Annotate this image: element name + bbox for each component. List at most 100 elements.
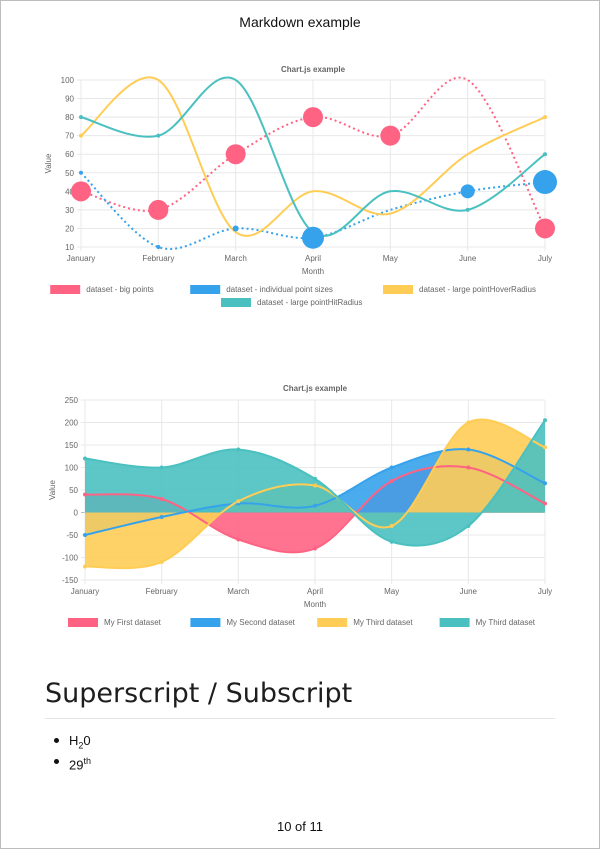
data-point — [156, 133, 161, 138]
list-item-subscript: 2 — [78, 740, 84, 751]
y-tick-label: -100 — [62, 554, 79, 563]
data-point — [460, 184, 475, 199]
data-point — [533, 170, 557, 195]
y-axis-label: Value — [44, 153, 53, 173]
x-axis-label: Month — [304, 600, 326, 609]
data-point — [313, 546, 317, 551]
y-tick-label: 200 — [65, 419, 79, 428]
data-point — [156, 245, 161, 249]
data-point — [380, 125, 401, 146]
x-tick-label: April — [305, 254, 321, 263]
y-tick-label: 150 — [65, 441, 79, 450]
data-point — [159, 560, 164, 564]
data-point — [83, 533, 87, 537]
chart-title: Chart.js example — [283, 384, 348, 393]
page-number: 10 of 11 — [276, 819, 324, 834]
data-point — [148, 199, 169, 220]
legend-label: dataset - large pointHitRadius — [257, 298, 362, 307]
y-tick-label: 250 — [65, 396, 79, 405]
list-item: H20 — [52, 730, 91, 751]
data-point — [535, 218, 555, 239]
legend-swatch — [68, 618, 98, 627]
legend-swatch — [221, 298, 251, 307]
data-point — [83, 456, 87, 461]
y-tick-label: 0 — [74, 509, 79, 518]
x-tick-label: July — [538, 587, 552, 596]
data-point — [83, 564, 87, 569]
data-point — [159, 497, 164, 501]
y-axis-label: Value — [48, 480, 57, 500]
list-item-tail: 0 — [83, 733, 91, 748]
x-tick-label: June — [460, 587, 478, 596]
data-point — [543, 481, 547, 486]
x-tick-label: January — [67, 254, 95, 263]
data-point — [466, 465, 471, 470]
data-point — [236, 447, 241, 452]
y-tick-label: 10 — [65, 243, 74, 252]
data-point — [159, 515, 164, 519]
y-tick-label: 50 — [65, 169, 74, 178]
y-tick-label: 100 — [65, 464, 79, 473]
list-item-superscript: th — [83, 756, 91, 766]
area-chart: Chart.js example -150 -100 -50 0 50 100 150 200 2… — [48, 384, 552, 627]
y-tick-label: 50 — [69, 486, 78, 495]
legend-swatch — [439, 618, 470, 627]
x-tick-label: May — [384, 587, 399, 596]
legend-label: My Second dataset — [226, 618, 295, 627]
x-tick-label: March — [225, 254, 247, 263]
data-point — [79, 170, 83, 175]
legend-swatch — [50, 285, 81, 294]
data-point — [543, 418, 547, 423]
y-tick-label: 30 — [65, 206, 74, 215]
data-point — [543, 501, 547, 506]
y-tick-label: -150 — [62, 576, 79, 585]
legend-label: dataset - big points — [86, 285, 154, 294]
y-tick-label: 60 — [65, 150, 74, 159]
data-point — [236, 537, 241, 542]
legend-swatch — [190, 285, 221, 294]
data-point — [465, 207, 470, 212]
series-line — [80, 76, 546, 237]
document-title: Markdown example — [239, 14, 361, 30]
x-tick-label: May — [383, 254, 398, 263]
data-point — [389, 524, 394, 528]
legend-label: My Third dataset — [476, 618, 536, 627]
data-point — [302, 226, 324, 249]
x-tick-label: July — [538, 254, 552, 263]
data-point — [236, 499, 241, 504]
x-axis-label: Month — [302, 267, 324, 276]
data-point — [79, 133, 83, 138]
data-point — [543, 445, 547, 450]
data-point — [71, 181, 91, 202]
data-point — [303, 107, 323, 128]
data-point — [313, 476, 317, 481]
data-point — [543, 115, 547, 120]
data-point — [389, 465, 394, 470]
x-tick-label: April — [307, 587, 323, 596]
legend-label: My Third dataset — [353, 618, 413, 627]
legend-label: My First dataset — [104, 618, 162, 627]
y-tick-label: 70 — [65, 132, 74, 141]
data-point — [466, 420, 471, 425]
data-point — [83, 492, 87, 497]
x-tick-label: January — [71, 587, 99, 596]
data-point — [466, 524, 471, 528]
section-heading: Superscript / Subscript — [45, 678, 555, 719]
bullet-list: H20 29th — [52, 730, 91, 772]
legend-label: dataset - individual point sizes — [226, 285, 333, 294]
x-tick-label: March — [227, 587, 249, 596]
x-tick-label: February — [142, 254, 174, 263]
y-tick-label: 40 — [65, 187, 74, 196]
legend-label: dataset - large pointHoverRadius — [419, 285, 536, 294]
data-point — [159, 465, 164, 470]
legend-swatch — [190, 618, 221, 627]
data-point — [466, 447, 471, 452]
list-item: 29th — [52, 751, 91, 772]
data-point — [389, 539, 394, 544]
x-tick-label: February — [146, 587, 178, 596]
series-area — [85, 449, 545, 535]
data-point — [313, 503, 317, 508]
data-point — [543, 152, 547, 157]
series-area — [85, 420, 545, 546]
line-chart: Chart.js example 10 20 30 40 50 60 70 80 90 100 Jan… — [44, 65, 557, 307]
